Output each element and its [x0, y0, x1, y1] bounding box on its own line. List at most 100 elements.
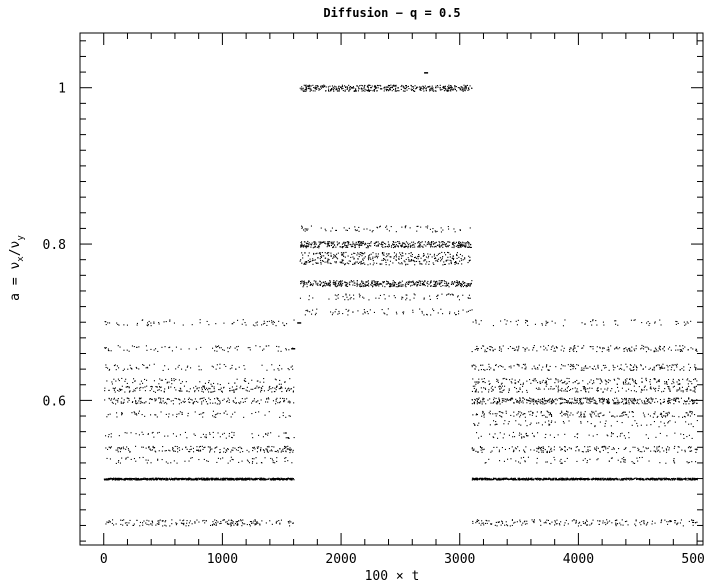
data-point: [113, 389, 115, 391]
data-point: [120, 401, 122, 403]
data-point: [237, 524, 239, 526]
data-point: [318, 245, 320, 247]
data-point: [170, 478, 172, 480]
data-point: [144, 415, 146, 417]
data-point: [486, 522, 488, 524]
data-point: [579, 478, 581, 480]
data-point: [200, 450, 202, 452]
data-point: [430, 245, 432, 247]
data-point: [470, 246, 472, 248]
data-point: [395, 88, 397, 90]
data-point: [464, 243, 466, 245]
data-point: [282, 415, 284, 417]
data-point: [307, 255, 309, 257]
data-point: [237, 447, 239, 449]
data-point: [545, 522, 547, 524]
data-point: [240, 478, 242, 480]
data-point: [179, 411, 181, 413]
data-point: [120, 523, 122, 525]
data-point: [328, 244, 330, 246]
data-point: [555, 523, 557, 525]
data-point: [231, 449, 233, 451]
data-point: [212, 524, 214, 526]
data-point: [305, 228, 307, 230]
data-point: [249, 478, 251, 480]
data-point: [236, 385, 238, 387]
data-point: [390, 84, 392, 86]
data-point: [498, 521, 500, 523]
data-point: [215, 479, 217, 481]
data-point: [423, 281, 425, 283]
data-point: [231, 367, 233, 369]
data-point: [500, 478, 502, 480]
data-point: [314, 242, 316, 244]
data-point: [387, 282, 389, 284]
data-point: [617, 478, 619, 480]
data-point: [215, 447, 217, 449]
data-point: [453, 245, 455, 247]
data-point: [398, 283, 400, 285]
data-point: [229, 390, 231, 392]
data-point: [216, 350, 218, 352]
data-point: [115, 479, 117, 481]
data-point: [458, 282, 460, 284]
data-point: [174, 397, 176, 399]
data-point: [392, 285, 394, 287]
data-point: [335, 283, 337, 285]
data-point: [105, 435, 107, 437]
data-point: [325, 243, 327, 245]
data-point: [375, 253, 377, 255]
data-point: [188, 348, 190, 350]
data-point: [135, 402, 137, 404]
data-point: [151, 449, 153, 451]
data-point: [317, 85, 319, 87]
data-point: [532, 520, 534, 522]
data-point: [331, 314, 333, 316]
data-point: [449, 90, 451, 92]
data-point: [222, 399, 224, 401]
data-point: [352, 243, 354, 245]
data-point: [635, 477, 637, 479]
data-point: [278, 346, 280, 348]
data-point: [348, 260, 350, 262]
data-point: [179, 434, 181, 436]
data-point: [347, 314, 349, 316]
data-point: [165, 413, 167, 415]
data-point: [339, 261, 341, 263]
data-point: [242, 519, 244, 521]
data-point: [177, 366, 179, 368]
data-point: [160, 386, 162, 388]
data-point: [301, 245, 303, 247]
data-point: [267, 432, 269, 434]
data-point: [399, 252, 401, 254]
data-point: [598, 477, 600, 479]
data-point: [289, 447, 291, 449]
data-point: [212, 477, 214, 479]
data-point: [394, 246, 396, 248]
data-point: [386, 89, 388, 91]
data-point: [354, 252, 356, 254]
data-point: [231, 436, 233, 438]
data-point: [249, 524, 251, 526]
data-point: [281, 387, 283, 389]
data-point: [279, 416, 281, 418]
data-point: [134, 412, 136, 414]
data-point: [116, 477, 118, 479]
data-point: [475, 478, 477, 480]
data-point: [270, 449, 272, 451]
data-point: [370, 241, 372, 243]
data-point: [688, 478, 690, 480]
data-point: [153, 478, 155, 480]
data-point: [422, 86, 424, 88]
data-point: [424, 285, 426, 287]
data-point: [229, 368, 231, 370]
data-point: [146, 349, 148, 351]
data-point: [282, 448, 284, 450]
data-point: [342, 246, 344, 248]
data-point: [336, 244, 338, 246]
data-point: [206, 477, 208, 479]
data-point: [499, 478, 501, 480]
data-point: [168, 416, 170, 418]
data-point: [329, 241, 331, 243]
data-point: [590, 523, 592, 525]
